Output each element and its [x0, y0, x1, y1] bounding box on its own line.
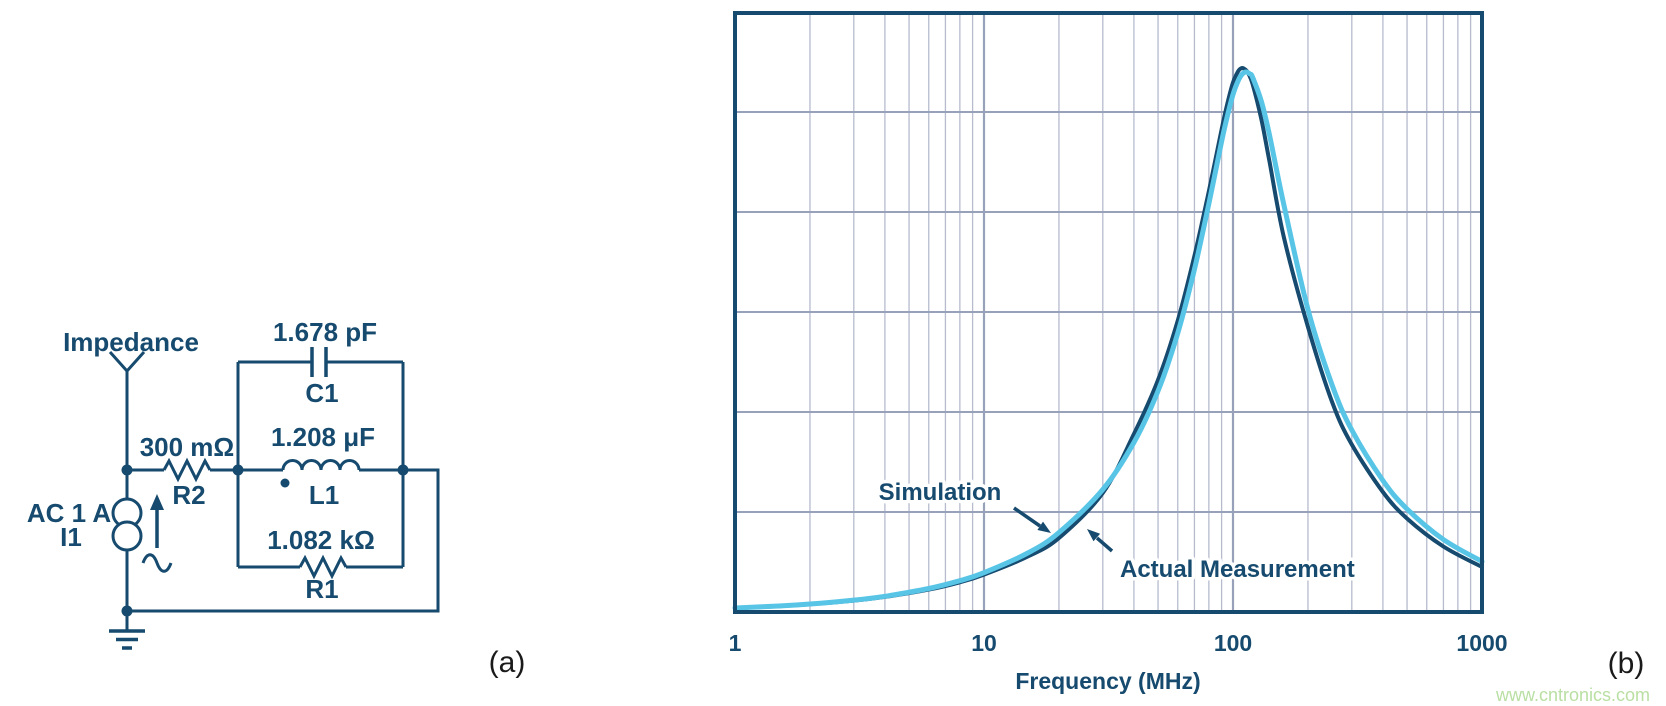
r1-value-label: 1.082 kΩ — [267, 525, 375, 555]
x-tick-label: 1 — [729, 630, 742, 656]
plot-border — [733, 11, 1484, 614]
panel-a-caption: (a) — [489, 646, 526, 679]
node-dot — [397, 464, 409, 476]
x-tick-label: 100 — [1214, 630, 1252, 656]
node-dot — [121, 464, 133, 476]
ac-source-label: AC 1 A — [27, 498, 111, 528]
chart-curves — [732, 65, 1485, 611]
x-tick-label: 10 — [971, 630, 997, 656]
r2-name-label: R2 — [172, 480, 205, 510]
x-axis-title: Frequency (MHz) — [1015, 668, 1200, 694]
inductor-phase-dot — [280, 478, 290, 488]
inductor-l1-symbol — [281, 459, 361, 471]
chart-grid — [735, 13, 1482, 612]
r1-name-label: R1 — [305, 574, 338, 604]
r2-value-label: 300 mΩ — [140, 432, 235, 462]
panel-b-caption: (b) — [1608, 647, 1645, 680]
impedance-label: Impedance — [63, 327, 199, 357]
current-direction-arrowhead-icon — [150, 494, 164, 510]
c1-value-label: 1.678 pF — [273, 317, 377, 347]
c1-name-label: C1 — [305, 378, 338, 408]
ground-icon — [109, 629, 145, 650]
current-source-circle-bottom — [111, 520, 143, 552]
simulation-annotation-arrow — [1013, 506, 1041, 528]
node-dot — [232, 464, 244, 476]
x-tick-label: 1000 — [1456, 630, 1507, 656]
impedance-probe-icon — [108, 350, 146, 373]
simulation-annotation-arrowhead-icon — [1037, 521, 1051, 533]
measurement-annotation-arrow — [1095, 536, 1114, 553]
measurement-annotation-label: Actual Measurement — [1120, 556, 1355, 583]
actual-measurement-curve — [733, 65, 1484, 611]
simulation-annotation-label: Simulation — [879, 479, 1002, 506]
ac-sine-icon — [141, 553, 173, 573]
measurement-annotation-arrowhead-icon — [1087, 529, 1101, 542]
circuit-diagram: Impedance 300 mΩ R2 1.678 pF C1 1.208 μF… — [27, 317, 525, 679]
simulation-curve — [732, 69, 1485, 611]
resistor-r2-symbol — [162, 457, 212, 483]
l1-value-label: 1.208 μF — [271, 422, 375, 452]
resistor-r1-symbol — [298, 554, 348, 580]
l1-name-label: L1 — [309, 480, 339, 510]
capacitor-c1-symbol — [310, 347, 328, 377]
node-dot — [121, 605, 133, 617]
ac-source-name-label: I1 — [60, 522, 82, 552]
impedance-chart: 1 10 100 1000 Frequency (MHz) Simulation Ac… — [729, 11, 1650, 705]
x-axis-tick-labels: 1 10 100 1000 — [729, 630, 1508, 656]
watermark-text: www.cntronics.com — [1495, 685, 1650, 705]
